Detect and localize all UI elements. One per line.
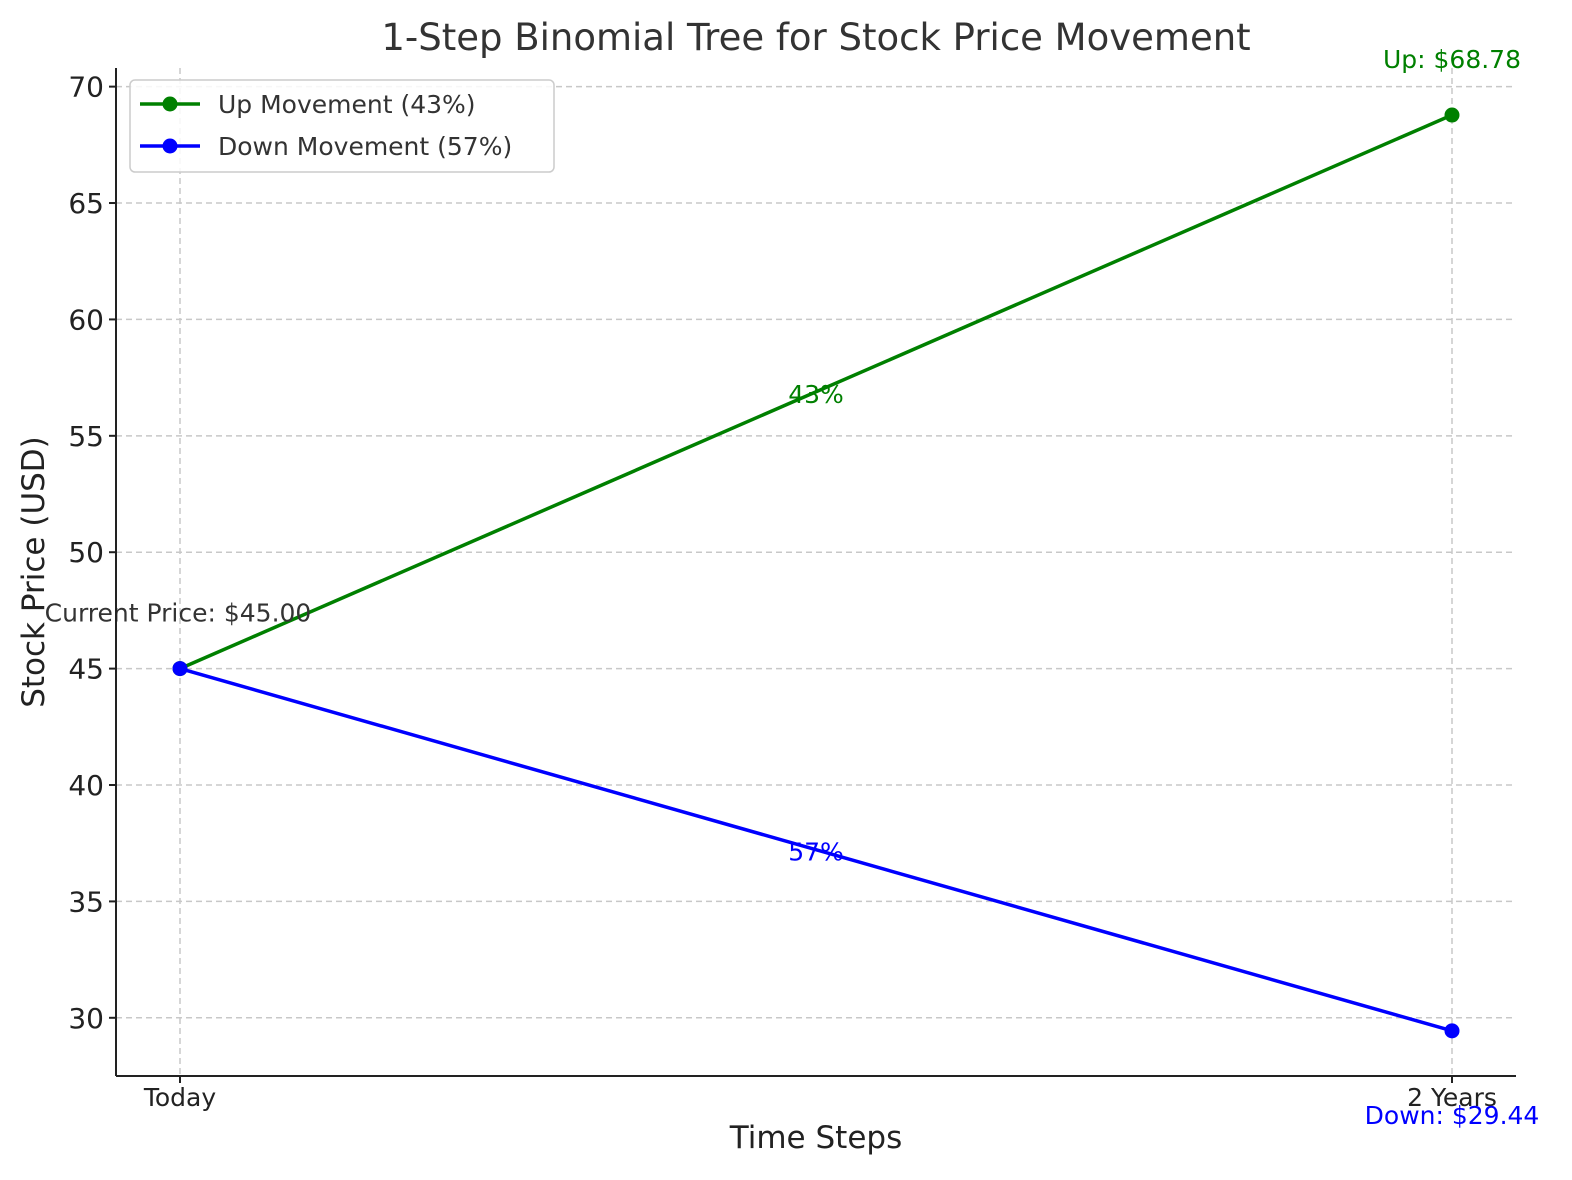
- y-tick-label: 50: [68, 536, 104, 569]
- data-point: [172, 661, 188, 677]
- y-tick-label: 70: [68, 71, 104, 104]
- legend-box: [129, 79, 555, 173]
- legend: Up Movement (43%) Down Movement (57%): [129, 79, 555, 173]
- y-tick-label: 45: [68, 653, 104, 686]
- legend-label: Up Movement (43%): [218, 90, 476, 119]
- annotation-current: Current Price: $45.00: [45, 599, 312, 628]
- y-tick-label: 30: [68, 1002, 104, 1035]
- series-1: [172, 661, 1460, 1039]
- x-tick-label: Today: [143, 1083, 217, 1112]
- grid-layer: [116, 68, 1516, 1076]
- data-point: [1444, 1023, 1460, 1039]
- y-tick-label: 60: [68, 303, 104, 336]
- annotation-down-end: Down: $29.44: [1365, 1101, 1540, 1130]
- series-line: [179, 113, 1453, 671]
- series-layer: [172, 107, 1460, 1039]
- legend-marker: [162, 138, 178, 154]
- y-tick-label: 65: [68, 187, 104, 220]
- y-tick-label: 35: [68, 885, 104, 918]
- annotation-layer: Current Price: $45.00 Up: $68.78 Down: $29…: [45, 45, 1540, 1130]
- y-axis-ticks: 30 35 40 45 50 55 60 65 70: [68, 71, 116, 1035]
- annotation-down-prob: 57%: [788, 838, 844, 867]
- y-axis-label: Stock Price (USD): [16, 436, 52, 708]
- x-axis-ticks: Today 2 Years: [143, 1076, 1497, 1112]
- y-tick-label: 55: [68, 420, 104, 453]
- annotation-up-prob: 43%: [788, 380, 844, 409]
- series-line: [179, 666, 1453, 1033]
- legend-marker: [162, 96, 178, 112]
- annotation-up-end: Up: $68.78: [1383, 45, 1521, 74]
- chart-title: 1-Step Binomial Tree for Stock Price Mov…: [381, 16, 1250, 59]
- x-tick-label: 2 Years: [1407, 1083, 1497, 1112]
- data-point: [1444, 107, 1460, 123]
- x-axis-label: Time Steps: [729, 1120, 902, 1156]
- legend-label: Down Movement (57%): [218, 132, 512, 161]
- y-tick-label: 40: [68, 769, 104, 802]
